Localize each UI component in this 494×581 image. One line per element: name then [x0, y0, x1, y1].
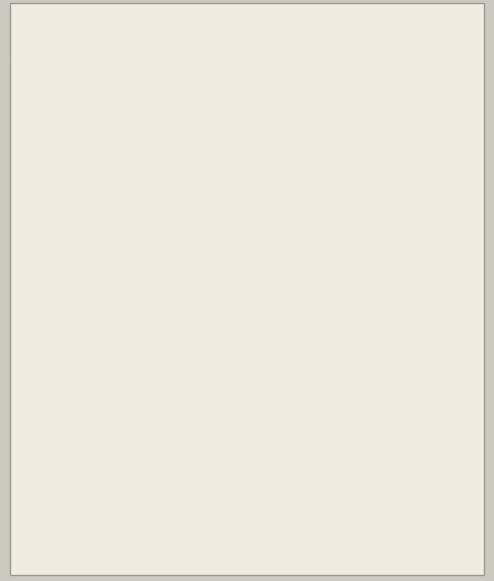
Text: 31.: 31.: [18, 86, 44, 103]
Text: Nyatakan domain bagi f⁻¹.: Nyatakan domain bagi f⁻¹.: [55, 240, 275, 257]
Text: lakarkan graf bagi f dan f⁻¹. Seterusnya,: lakarkan graf bagi f dan f⁻¹. Seterusnya…: [55, 218, 391, 235]
Text: Fungsi f ditakrifkan oleh f(x)  = 2x²+5 untuk: Fungsi f ditakrifkan oleh f(x) = 2x²+5 u…: [55, 175, 426, 192]
Text: for the domain 0 ≤ x ≤ 4. On the same plane,: for the domain 0 ≤ x ≤ 4. On the same pl…: [55, 107, 433, 124]
Text: sketch the graphs of f and f⁻¹. Hence, state: sketch the graphs of f and f⁻¹. Hence, s…: [55, 129, 414, 146]
Text: domain 0 ≤ x ≤ 4. pada satah yang sama,: domain 0 ≤ x ≤ 4. pada satah yang sama,: [55, 197, 401, 214]
Text: The function f is defined by f(x) = 2x² + 5: The function f is defined by f(x) = 2x² …: [55, 86, 401, 103]
Text: the domain of f⁻¹.: the domain of f⁻¹.: [55, 150, 201, 167]
